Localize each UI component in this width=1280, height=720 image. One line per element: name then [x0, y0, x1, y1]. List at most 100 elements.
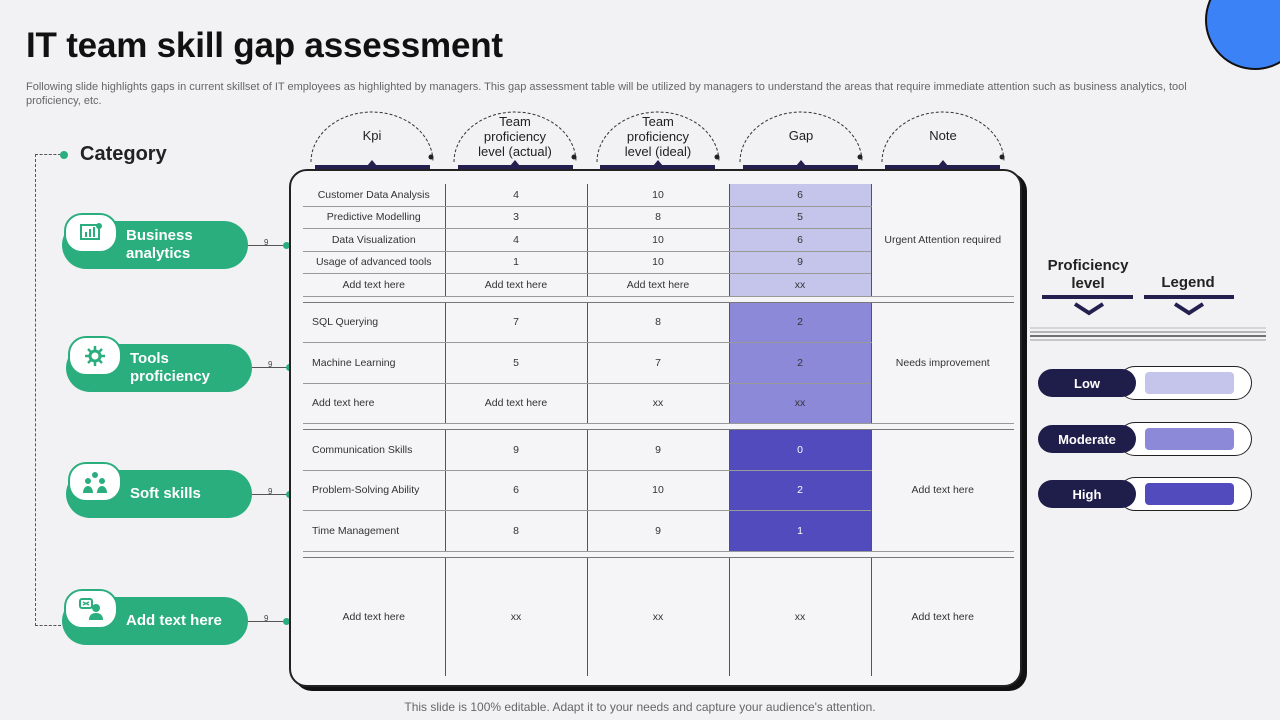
connector-line	[252, 494, 288, 495]
actual-cell: 8	[444, 510, 587, 552]
category-tools-proficiency[interactable]: Tools proficiency	[66, 336, 252, 392]
group-separator	[303, 295, 1014, 303]
tools-icon	[68, 336, 122, 376]
actual-cell: Add text here	[444, 383, 587, 424]
skill-gap-table: Customer Data Analysis 4 10 6 Urgent Att…	[303, 184, 1014, 676]
actual-cell: 9	[444, 429, 587, 471]
ideal-cell: 10	[586, 228, 729, 252]
person-icon	[64, 589, 118, 629]
legend-swatch	[1145, 372, 1234, 394]
ideal-cell: Add text here	[586, 273, 729, 297]
actual-cell: 4	[444, 228, 587, 252]
table-row: Add text here Add text here xx xx	[303, 383, 1014, 424]
connector-line	[252, 367, 288, 368]
gap-cell: 0	[728, 429, 871, 471]
heading-bar	[1042, 295, 1133, 299]
gap-cell: xx	[728, 383, 871, 424]
actual-cell: 4	[444, 184, 587, 207]
chevron-down-icon	[1073, 302, 1105, 316]
proficiency-level-heading: Proficiency level	[1047, 257, 1129, 292]
gap-cell: 6	[728, 228, 871, 252]
ideal-cell: 8	[586, 302, 729, 343]
column-header-kpi: Kpi	[362, 128, 382, 143]
table-row: Add text here xx xx xx Add text here	[303, 557, 1014, 676]
kpi-cell: SQL Querying	[303, 302, 445, 343]
gap-cell: 9	[728, 251, 871, 274]
column-bar	[743, 165, 858, 170]
kpi-cell: Time Management	[303, 510, 445, 552]
table-row: Add text here Add text here Add text her…	[303, 273, 1014, 297]
column-header-ideal: Team proficiency level (ideal)	[624, 114, 692, 159]
column-bar	[885, 165, 1000, 170]
gap-cell: xx	[728, 557, 871, 676]
column-header-actual: Team proficiency level (actual)	[478, 114, 552, 159]
category-soft-skills[interactable]: Soft skills	[66, 462, 252, 518]
legend-item-moderate: Moderate	[1038, 422, 1252, 456]
legend-swatch	[1145, 428, 1234, 450]
group-separator	[303, 550, 1014, 558]
table-row: Machine Learning 5 7 2	[303, 342, 1014, 384]
gap-cell: xx	[728, 273, 871, 297]
kpi-cell: Problem-Solving Ability	[303, 470, 445, 511]
gap-cell: 2	[728, 342, 871, 384]
table-row: Data Visualization 4 10 6	[303, 228, 1014, 252]
ideal-cell: 10	[586, 470, 729, 511]
kpi-cell: Customer Data Analysis	[303, 184, 445, 207]
actual-cell: 6	[444, 470, 587, 511]
group-separator	[303, 423, 1014, 430]
ideal-cell: xx	[586, 383, 729, 424]
category-label: Soft skills	[130, 485, 201, 502]
table-row: Predictive Modelling 3 8 5	[303, 206, 1014, 229]
legend-label: Low	[1038, 369, 1136, 397]
category-add-text[interactable]: Add text here	[62, 589, 248, 645]
note-cell: Add text here	[870, 429, 1014, 552]
gap-cell: 2	[728, 470, 871, 511]
legend-item-high: High	[1038, 477, 1252, 511]
actual-cell: xx	[444, 557, 587, 676]
connector-label: 9	[264, 614, 269, 623]
ideal-cell: xx	[586, 557, 729, 676]
arc-decoration	[453, 111, 577, 166]
actual-cell: 5	[444, 342, 587, 384]
column-bar	[458, 165, 573, 170]
arc-decoration	[310, 111, 434, 166]
footer-note: This slide is 100% editable. Adapt it to…	[404, 700, 876, 714]
table-row: Customer Data Analysis 4 10 6 Urgent Att…	[303, 184, 1014, 297]
category-dot	[60, 150, 68, 159]
team-icon	[68, 462, 122, 502]
category-label: Add text here	[126, 612, 222, 629]
kpi-cell: Machine Learning	[303, 342, 445, 384]
analytics-icon	[64, 213, 118, 253]
kpi-cell: Add text here	[342, 610, 405, 623]
connector-label: 9	[264, 238, 269, 247]
arc-decoration	[596, 111, 720, 166]
category-label: Business analytics	[126, 227, 193, 262]
gap-cell: 1	[728, 510, 871, 552]
category-heading-text: Category	[80, 143, 167, 165]
corner-decoration	[1205, 0, 1280, 70]
ideal-cell: 10	[586, 251, 729, 274]
kpi-cell: Usage of advanced tools	[303, 251, 445, 274]
chevron-down-icon	[1173, 302, 1205, 316]
legend-item-low: Low	[1038, 366, 1252, 400]
column-bar	[600, 165, 715, 170]
table-row: Usage of advanced tools 1 10 9	[303, 251, 1014, 274]
table-row: Problem-Solving Ability 6 10 2	[303, 470, 1014, 511]
category-business-analytics[interactable]: Business analytics	[62, 213, 248, 269]
legend-label: High	[1038, 480, 1136, 508]
gap-cell: 5	[728, 206, 871, 229]
table-row: Time Management 8 9 1	[303, 510, 1014, 552]
column-header-note: Note	[929, 128, 957, 143]
arc-decoration	[739, 111, 863, 166]
legend-swatch	[1145, 483, 1234, 505]
kpi-cell: Add text here	[303, 273, 445, 297]
actual-cell: 3	[444, 206, 587, 229]
legend-heading: Legend	[1161, 274, 1215, 291]
ideal-cell: 7	[586, 342, 729, 384]
connector-label: 9	[268, 487, 273, 496]
column-header-gap: Gap	[788, 128, 814, 143]
table-row: SQL Querying 7 8 2 Needs improvement	[303, 302, 1014, 424]
column-bar	[315, 165, 430, 170]
legend-label: Moderate	[1038, 425, 1136, 453]
page-title: IT team skill gap assessment	[26, 26, 503, 65]
